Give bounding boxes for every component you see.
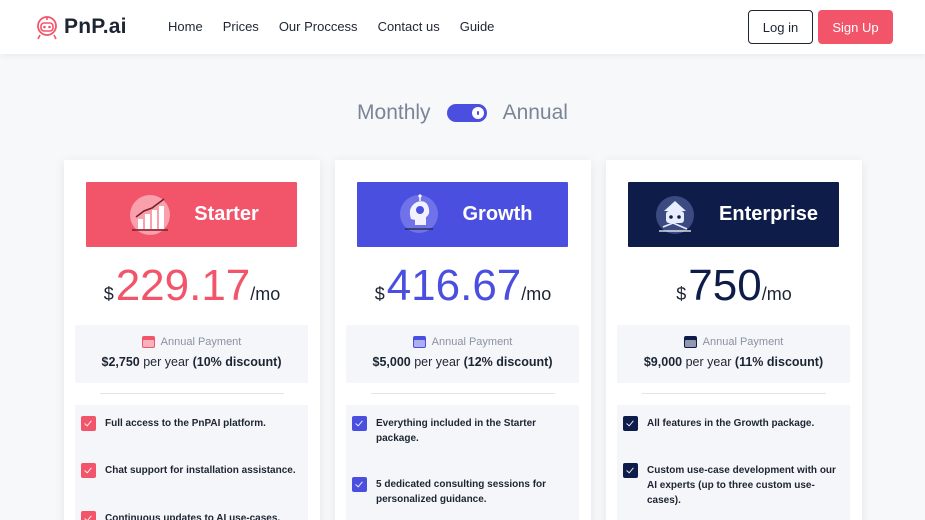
per-year-label: per year	[414, 355, 461, 369]
plan-card-enterprise: Enterprise $ 750 /mo Annual Payment $9,0…	[606, 160, 862, 520]
plan-price: $ 750 /mo	[606, 264, 862, 308]
yearly-amount: $2,750	[101, 355, 140, 369]
plan-card-starter: Starter $ 229.17 /mo Annual Payment $2,7…	[64, 160, 320, 520]
feature-item: Chat support for installation assistance…	[81, 463, 296, 478]
currency-symbol: $	[676, 284, 687, 304]
annual-label[interactable]: Annual	[502, 101, 568, 124]
check-icon	[81, 416, 96, 431]
plan-banner: Growth	[357, 182, 568, 247]
robot-logo-icon	[37, 16, 57, 40]
per-year-label: per year	[685, 355, 732, 369]
check-icon	[352, 477, 367, 492]
feature-item: Continuous updates to AI use-cases.	[81, 511, 296, 520]
nav-guide[interactable]: Guide	[459, 19, 495, 34]
price-period: /mo	[521, 284, 552, 304]
check-icon	[623, 463, 638, 478]
nav-prices[interactable]: Prices	[222, 19, 259, 34]
plan-name: Enterprise	[719, 203, 818, 225]
price-amount: 416.67	[386, 261, 522, 310]
feature-list: Full access to the PnPAI platform. Chat …	[75, 405, 308, 520]
main-nav: Home Prices Our Proccess Contact us Guid…	[168, 19, 494, 34]
discount-label: (10% discount)	[192, 355, 282, 369]
divider	[371, 393, 555, 394]
yearly-amount: $5,000	[372, 355, 411, 369]
brand-name: PnP.ai	[64, 15, 127, 38]
toggle-knob	[471, 107, 484, 119]
divider	[100, 393, 284, 394]
annual-payment-box: Annual Payment $2,750 per year (10% disc…	[75, 325, 308, 383]
check-icon	[352, 416, 367, 431]
plan-price: $ 229.17 /mo	[64, 264, 320, 308]
annual-payment-label: Annual Payment	[702, 336, 784, 348]
nav-contact-us[interactable]: Contact us	[377, 19, 440, 34]
check-icon	[81, 463, 96, 478]
plan-price: $ 416.67 /mo	[335, 264, 591, 308]
annual-payment-label: Annual Payment	[431, 336, 513, 348]
nav-home[interactable]: Home	[168, 19, 203, 34]
feature-text: Everything included in the Starter packa…	[376, 418, 537, 444]
feature-text: All features in the Growth package.	[647, 418, 815, 429]
feature-text: Chat support for installation assistance…	[105, 465, 296, 476]
feature-item: Custom use-case development with our AI …	[623, 463, 838, 508]
ai-head-icon	[399, 193, 438, 233]
enterprise-robot-icon	[656, 195, 695, 234]
feature-item: Full access to the PnPAI platform.	[81, 416, 296, 431]
annual-payment-box: Annual Payment $5,000 per year (12% disc…	[346, 325, 579, 383]
feature-text: 5 dedicated consulting sessions for pers…	[376, 479, 547, 505]
annual-payment-label: Annual Payment	[160, 336, 242, 348]
plan-name: Growth	[462, 203, 533, 225]
annual-payment-box: Annual Payment $9,000 per year (11% disc…	[617, 325, 850, 383]
plan-name: Starter	[194, 203, 259, 225]
growth-chart-icon	[130, 194, 171, 235]
currency-symbol: $	[103, 284, 114, 304]
plan-banner: Enterprise	[628, 182, 839, 247]
price-period: /mo	[761, 284, 792, 304]
yearly-amount: $9,000	[643, 355, 683, 369]
feature-item: All features in the Growth package.	[623, 416, 838, 431]
feature-text: Continuous updates to AI use-cases.	[105, 513, 281, 520]
nav-our-process[interactable]: Our Proccess	[278, 19, 358, 34]
calendar-icon	[412, 336, 426, 348]
discount-label: (12% discount)	[463, 355, 553, 369]
login-button[interactable]: Log in	[748, 10, 813, 44]
plan-banner: Starter	[86, 182, 297, 247]
per-year-label: per year	[143, 355, 190, 369]
brand-logo[interactable]: PnP.ai	[34, 14, 127, 40]
top-navbar: PnP.ai Home Prices Our Proccess Contact …	[0, 0, 925, 54]
currency-symbol: $	[374, 284, 385, 304]
feature-item: Everything included in the Starter packa…	[352, 416, 567, 446]
calendar-icon	[141, 336, 155, 348]
feature-text: Custom use-case development with our AI …	[647, 465, 836, 506]
monthly-label[interactable]: Monthly	[357, 101, 431, 124]
feature-list: All features in the Growth package. Cust…	[617, 405, 850, 520]
signup-button[interactable]: Sign Up	[818, 10, 893, 44]
check-icon	[623, 416, 638, 431]
billing-toggle[interactable]	[446, 104, 487, 122]
plan-card-growth: Growth $ 416.67 /mo Annual Payment $5,00…	[335, 160, 591, 520]
price-amount: 229.17	[115, 261, 251, 310]
divider	[642, 393, 826, 394]
discount-label: (11% discount)	[734, 355, 824, 369]
check-icon	[81, 511, 96, 520]
price-period: /mo	[250, 284, 281, 304]
billing-period-switch: Monthly Annual	[0, 101, 925, 125]
feature-text: Full access to the PnPAI platform.	[105, 418, 266, 429]
feature-item: 5 dedicated consulting sessions for pers…	[352, 477, 567, 507]
calendar-icon	[683, 336, 697, 348]
price-amount: 750	[688, 261, 762, 310]
feature-list: Everything included in the Starter packa…	[346, 405, 579, 520]
